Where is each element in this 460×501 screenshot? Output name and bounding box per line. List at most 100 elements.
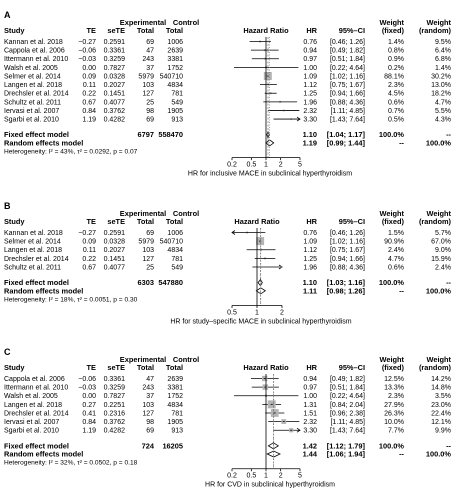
study-te: −0.06 xyxy=(78,48,96,55)
header-weight-random-sub: (random) xyxy=(419,26,452,35)
study-weight-random: 2.4% xyxy=(435,264,451,271)
study-weight-fixed: 0.5% xyxy=(388,117,404,124)
header-hazard-ratio: Hazard Ratio xyxy=(234,217,280,226)
study-hr: 2.32 xyxy=(303,419,317,426)
random-ci: [0.99; 1.44] xyxy=(327,138,366,147)
fixed-weight-random: -- xyxy=(446,130,451,139)
header-weight-fixed-sub: (fixed) xyxy=(382,217,405,226)
study-ci: [0.22; 4.64] xyxy=(330,65,365,72)
study-hr: 1.25 xyxy=(303,256,317,263)
header-te: TE xyxy=(87,217,97,226)
study-weight-fixed: 88.1% xyxy=(384,73,404,80)
study-exp-total: 103 xyxy=(142,247,154,254)
header-ci: 95%–CI xyxy=(339,363,365,372)
panel-label: A xyxy=(4,10,11,20)
study-name: Drechsler et al. 2014 xyxy=(4,256,69,263)
fixed-weight-random: -- xyxy=(446,278,451,287)
study-weight-fixed: 0.2% xyxy=(388,65,404,72)
study-weight-fixed: 12.5% xyxy=(384,376,404,383)
header-ci: 95%–CI xyxy=(339,217,365,226)
heterogeneity-text: Heterogeneity: I² = 43%, τ² = 0.0292, p … xyxy=(4,149,138,156)
study-weight-fixed: 1.4% xyxy=(388,39,404,46)
study-weight-fixed: 2.3% xyxy=(388,82,404,89)
header-sete: seTE xyxy=(107,217,125,226)
header-te: TE xyxy=(87,363,97,372)
study-hr: 1.96 xyxy=(303,264,317,271)
study-weight-fixed: 0.8% xyxy=(388,48,404,55)
study-te: 0.11 xyxy=(83,82,96,89)
study-exp-total: 103 xyxy=(142,82,154,89)
study-ctrl-total: 549 xyxy=(171,264,183,271)
study-ci: [0.51; 1.84] xyxy=(330,56,365,63)
study-sete: 0.0328 xyxy=(104,73,126,80)
study-weight-random: 6.8% xyxy=(435,56,451,63)
study-weight-random: 1.4% xyxy=(435,65,451,72)
study-weight-random: 12.1% xyxy=(431,419,451,426)
study-ci: [0.49; 1.82] xyxy=(330,376,365,383)
fixed-exp-total: 724 xyxy=(142,441,155,450)
random-hr: 1.44 xyxy=(303,450,318,459)
study-ctrl-total: 540710 xyxy=(160,239,183,246)
study-ctrl-total: 781 xyxy=(171,410,183,417)
forest-panel-b: B Experimental Control Study TE seTE Total Tota… xyxy=(4,201,452,326)
study-te: −0.27 xyxy=(78,230,96,237)
header-experimental: Experimental xyxy=(120,355,166,364)
study-sete: 0.2591 xyxy=(104,39,126,46)
study-ctrl-total: 1006 xyxy=(167,230,183,237)
random-ci: [0.98; 1.26] xyxy=(327,286,366,295)
study-ci: [0.94; 1.66] xyxy=(330,91,365,98)
study-hr: 3.30 xyxy=(303,428,317,435)
study-weight-fixed: 1.5% xyxy=(388,230,404,237)
study-ctrl-total: 781 xyxy=(171,256,183,263)
study-weight-fixed: 4.7% xyxy=(388,256,404,263)
study-ci-arrow xyxy=(296,427,301,433)
study-name: Walsh et al. 2005 xyxy=(4,65,58,72)
header-experimental: Experimental xyxy=(120,209,166,218)
study-exp-total: 37 xyxy=(146,393,154,400)
study-name: Langen et al. 2018 xyxy=(4,402,62,409)
study-ci: [0.96; 2.38] xyxy=(330,410,365,417)
study-weight-random: 9.0% xyxy=(435,247,451,254)
x-axis-tick-label: 2 xyxy=(279,162,283,169)
study-ci: [0.84; 2.04] xyxy=(330,402,365,409)
header-ctrl-total: Total xyxy=(166,363,183,372)
study-name: Cappola et al. 2006 xyxy=(4,48,65,55)
fixed-ctrl-total: 547880 xyxy=(158,278,183,287)
fixed-hr: 1.42 xyxy=(303,441,317,450)
study-sete: 0.7827 xyxy=(104,393,126,400)
study-sete: 0.2027 xyxy=(104,247,126,254)
study-te: 0.22 xyxy=(82,91,96,98)
random-effects-label: Random effects model xyxy=(4,450,83,459)
study-hr: 0.97 xyxy=(303,56,317,63)
study-hr: 0.76 xyxy=(303,230,317,237)
study-weight-random: 23.0% xyxy=(431,402,451,409)
x-axis-tick-label: 1 xyxy=(264,473,268,480)
random-weight-random: 100.0% xyxy=(426,286,451,295)
header-weight-random: Weight xyxy=(427,209,452,218)
header-control: Control xyxy=(173,209,199,218)
x-axis-tick-label: 0.2 xyxy=(227,162,237,169)
header-weight-fixed: Weight xyxy=(380,209,405,218)
study-ctrl-total: 2639 xyxy=(167,48,183,55)
study-te: 0.09 xyxy=(82,239,96,246)
random-ci: [1.06; 1.94] xyxy=(327,450,366,459)
fixed-exp-total: 6797 xyxy=(138,130,154,139)
study-te: −0.03 xyxy=(78,56,96,63)
study-weight-fixed: 27.9% xyxy=(384,402,404,409)
x-axis-tick-label: 5 xyxy=(298,162,302,169)
x-axis-tick-label: 0.2 xyxy=(227,473,237,480)
fixed-ci: [1.12; 1.79] xyxy=(327,441,366,450)
panel-label: B xyxy=(4,201,11,211)
fixed-effect-diamond xyxy=(266,130,270,139)
random-weight-random: 100.0% xyxy=(426,138,451,147)
header-weight-fixed-sub: (fixed) xyxy=(382,363,405,372)
header-hr: HR xyxy=(306,363,317,372)
study-exp-total: 37 xyxy=(146,65,154,72)
study-ci-arrow xyxy=(296,116,301,122)
study-name: Sgarbi et al. 2010 xyxy=(4,428,59,435)
study-weight-fixed: 0.6% xyxy=(388,264,404,271)
random-weight-random: 100.0% xyxy=(426,450,451,459)
study-weight-random: 22.4% xyxy=(431,410,451,417)
study-name: Schultz et al. 2011 xyxy=(4,99,61,106)
study-weight-fixed: 90.9% xyxy=(384,239,404,246)
